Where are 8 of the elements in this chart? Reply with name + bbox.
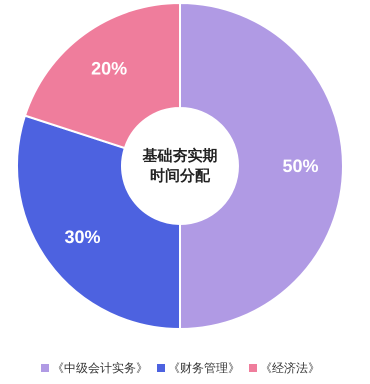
data-label: 20%: [91, 58, 128, 79]
data-label: 30%: [64, 226, 101, 247]
text: 基础夯实期: [142, 146, 218, 164]
legend-label: 《经济法》: [260, 361, 320, 375]
text: 时间分配: [150, 168, 211, 184]
data-label: 50%: [282, 156, 319, 176]
legend-label: 《中级会计实务》: [52, 361, 148, 375]
legend-label: 《财务管理》: [168, 361, 240, 375]
